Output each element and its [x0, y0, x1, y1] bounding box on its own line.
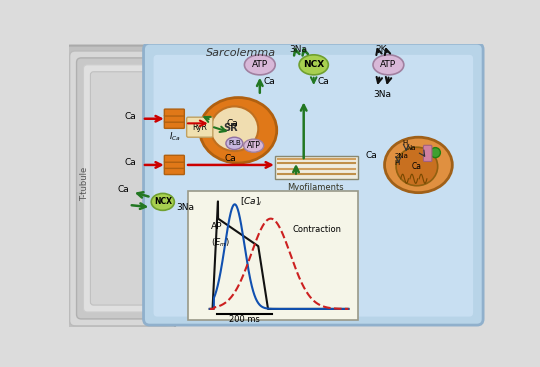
Text: ATP: ATP	[247, 141, 261, 150]
Ellipse shape	[384, 137, 453, 193]
Text: Na: Na	[406, 145, 415, 151]
Ellipse shape	[151, 193, 174, 210]
FancyBboxPatch shape	[144, 43, 483, 325]
Text: 2Na: 2Na	[395, 153, 408, 159]
Text: ATP: ATP	[252, 60, 268, 69]
Ellipse shape	[226, 137, 243, 149]
Text: 3Na: 3Na	[373, 90, 392, 99]
FancyBboxPatch shape	[164, 115, 184, 122]
FancyBboxPatch shape	[77, 58, 163, 319]
Text: RyR: RyR	[192, 123, 207, 132]
Text: PLB: PLB	[228, 140, 241, 146]
Text: H: H	[394, 160, 400, 166]
Text: $I_{Ca}$: $I_{Ca}$	[169, 130, 181, 143]
Text: 3Na: 3Na	[289, 45, 307, 54]
Text: 2K: 2K	[376, 45, 387, 54]
Text: $(E_m)$: $(E_m)$	[211, 237, 231, 249]
Text: Myofilaments: Myofilaments	[287, 183, 343, 192]
Text: Ca: Ca	[365, 151, 377, 160]
Text: H: H	[402, 140, 407, 146]
FancyBboxPatch shape	[153, 55, 473, 317]
Text: Ca: Ca	[227, 119, 239, 128]
Ellipse shape	[430, 148, 441, 157]
Ellipse shape	[373, 55, 404, 75]
FancyBboxPatch shape	[64, 46, 175, 331]
Text: AP: AP	[211, 222, 223, 231]
FancyBboxPatch shape	[84, 65, 156, 312]
Text: Contraction: Contraction	[293, 225, 342, 234]
Text: 200 ms: 200 ms	[229, 315, 260, 324]
Text: Ca: Ca	[264, 77, 275, 86]
Ellipse shape	[200, 98, 276, 163]
Text: Ca: Ca	[117, 185, 129, 194]
FancyBboxPatch shape	[164, 161, 184, 168]
Text: T-tubule: T-tubule	[80, 167, 89, 201]
FancyBboxPatch shape	[164, 121, 184, 128]
Text: 3Na: 3Na	[177, 203, 194, 212]
Text: SR: SR	[223, 123, 238, 133]
Text: Ca: Ca	[225, 154, 237, 163]
FancyBboxPatch shape	[164, 168, 184, 175]
Text: Ca: Ca	[318, 77, 329, 86]
Ellipse shape	[244, 139, 264, 152]
FancyBboxPatch shape	[164, 109, 184, 116]
Ellipse shape	[299, 55, 328, 75]
Ellipse shape	[211, 106, 258, 151]
Text: Ca: Ca	[125, 158, 137, 167]
Text: NCX: NCX	[303, 60, 325, 69]
FancyBboxPatch shape	[423, 145, 432, 161]
FancyBboxPatch shape	[187, 117, 213, 137]
Text: $[Ca]_i$: $[Ca]_i$	[240, 196, 263, 208]
Ellipse shape	[245, 55, 275, 75]
Text: ATP: ATP	[380, 60, 396, 69]
FancyBboxPatch shape	[70, 51, 170, 326]
Ellipse shape	[396, 147, 438, 186]
FancyBboxPatch shape	[90, 72, 149, 305]
FancyBboxPatch shape	[164, 155, 184, 162]
Text: NCX: NCX	[154, 197, 172, 206]
Text: Ca: Ca	[412, 162, 422, 171]
FancyBboxPatch shape	[275, 156, 359, 179]
Text: Ca: Ca	[125, 112, 137, 121]
FancyBboxPatch shape	[188, 191, 357, 320]
Text: Sarcolemma: Sarcolemma	[206, 48, 276, 58]
